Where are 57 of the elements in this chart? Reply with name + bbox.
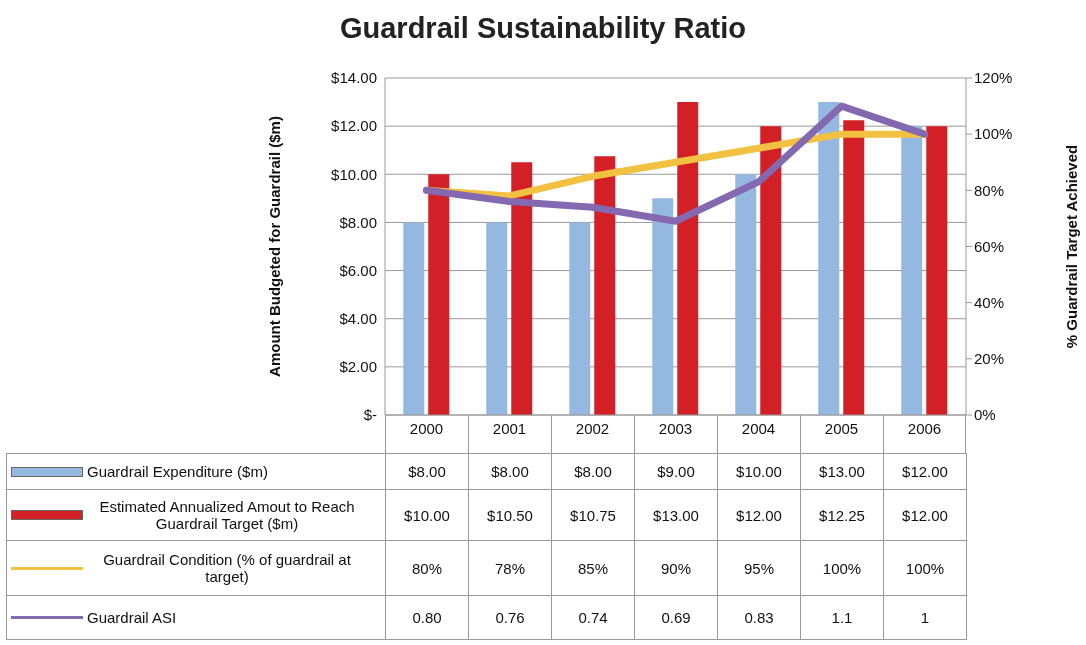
y-tick-label: $- bbox=[363, 406, 377, 424]
data-label: 90% bbox=[634, 540, 718, 596]
data-label: $10.50 bbox=[468, 489, 552, 541]
legend-label: Guardrail Expenditure ($m) bbox=[87, 463, 269, 480]
data-label: 100% bbox=[800, 540, 884, 596]
data-label: $12.00 bbox=[883, 453, 967, 490]
y2-tick-label: 0% bbox=[974, 406, 996, 424]
y2-tick-label: 20% bbox=[974, 350, 1005, 368]
data-label: 0.83 bbox=[717, 595, 801, 640]
data-label: 0.69 bbox=[634, 595, 718, 640]
data-label: $13.00 bbox=[634, 489, 718, 541]
legend-label: Guardrail Condition (% of guardrail at target) bbox=[102, 551, 352, 585]
data-label: 0.76 bbox=[468, 595, 552, 640]
data-label: $8.00 bbox=[551, 453, 635, 490]
data-label: $12.25 bbox=[800, 489, 884, 541]
data-label: $13.00 bbox=[800, 453, 884, 490]
legend-label: Guardrail ASI bbox=[87, 609, 178, 626]
y2-tick-label: 60% bbox=[974, 237, 1005, 255]
data-label: $8.00 bbox=[385, 453, 469, 490]
x-tick-label: 2001 bbox=[492, 419, 527, 437]
data-label: $10.00 bbox=[385, 489, 469, 541]
data-label: 0.74 bbox=[551, 595, 635, 640]
data-label: 95% bbox=[717, 540, 801, 596]
chart-title: Guardrail Sustainability Ratio bbox=[338, 12, 748, 45]
data-label: $10.75 bbox=[551, 489, 635, 541]
data-label: $10.00 bbox=[717, 453, 801, 490]
data-label: 78% bbox=[468, 540, 552, 596]
data-label: 100% bbox=[883, 540, 967, 596]
y-tick-label: $6.00 bbox=[339, 261, 377, 279]
y2-axis-title: % Guardrail Target Achieved bbox=[1063, 144, 1081, 349]
x-tick-label: 2004 bbox=[741, 419, 776, 437]
y-tick-label: $8.00 bbox=[339, 213, 377, 231]
data-label: $8.00 bbox=[468, 453, 552, 490]
y-tick-label: $4.00 bbox=[339, 310, 377, 328]
y-axis-title: Amount Budgeted for Guardrail ($m) bbox=[266, 116, 284, 377]
y2-tick-label: 120% bbox=[974, 69, 1013, 87]
x-tick-label: 2000 bbox=[409, 419, 444, 437]
y-tick-label: $10.00 bbox=[331, 165, 377, 183]
data-label: 1.1 bbox=[800, 595, 884, 640]
y2-tick-label: 100% bbox=[974, 125, 1013, 143]
data-label: $12.00 bbox=[883, 489, 967, 541]
data-label: 80% bbox=[385, 540, 469, 596]
data-label: $12.00 bbox=[717, 489, 801, 541]
y-tick-label: $14.00 bbox=[331, 69, 377, 87]
legend-label: Estimated Annualized Amout to Reach Guardrail Target ($m) bbox=[98, 498, 356, 532]
x-tick-label: 2002 bbox=[575, 419, 610, 437]
x-tick-label: 2005 bbox=[824, 419, 859, 437]
y2-tick-label: 40% bbox=[974, 293, 1005, 311]
data-label: 0.80 bbox=[385, 595, 469, 640]
data-label: 85% bbox=[551, 540, 635, 596]
data-label: $9.00 bbox=[634, 453, 718, 490]
x-tick-label: 2003 bbox=[658, 419, 693, 437]
data-label: 1 bbox=[883, 595, 967, 640]
y-tick-label: $2.00 bbox=[339, 358, 377, 376]
y-tick-label: $12.00 bbox=[331, 117, 377, 135]
y2-tick-label: 80% bbox=[974, 181, 1005, 199]
x-tick-label: 2006 bbox=[907, 419, 942, 437]
